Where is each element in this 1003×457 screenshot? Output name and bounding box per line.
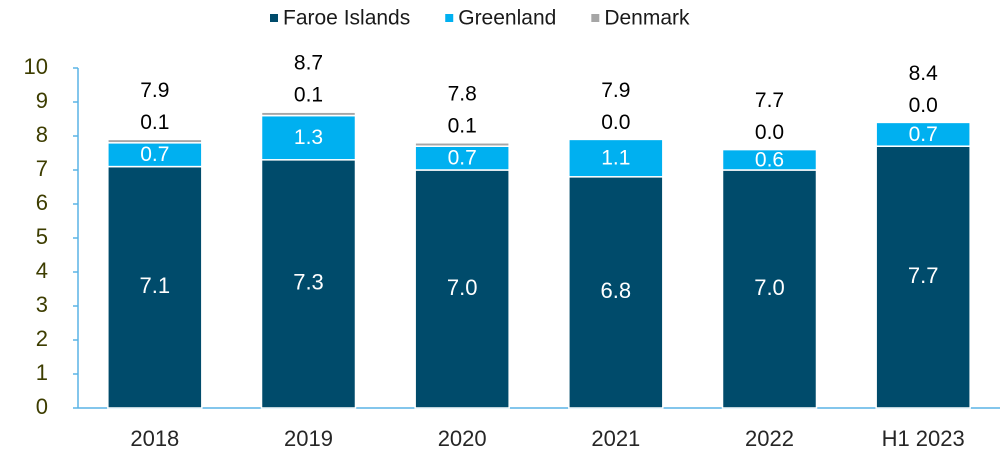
value-label: 0.1 <box>140 111 169 134</box>
value-label: 0.7 <box>140 143 169 166</box>
total-label: 7.8 <box>448 82 477 105</box>
x-tick-label: 2022 <box>745 426 794 451</box>
bar-segment <box>568 176 664 409</box>
y-tick-label: 4 <box>36 258 48 283</box>
value-label: 0.0 <box>909 94 938 117</box>
value-label: 1.3 <box>294 126 323 149</box>
bar-segment <box>260 114 357 161</box>
y-tick-label: 5 <box>36 224 48 249</box>
value-label: 0.0 <box>755 121 784 144</box>
value-label: 7.3 <box>293 270 324 295</box>
value-label: 0.7 <box>909 123 938 146</box>
legend-swatch <box>270 14 278 22</box>
x-tick-label: 2019 <box>284 426 333 451</box>
value-label: 0.0 <box>601 111 630 134</box>
bar-segment <box>260 111 357 117</box>
value-label: 7.0 <box>754 275 785 300</box>
y-tick-label: 9 <box>36 88 48 113</box>
y-tick-label: 10 <box>24 54 48 79</box>
bar-segment <box>414 169 510 409</box>
value-label: 0.6 <box>755 148 784 171</box>
value-label: 7.0 <box>447 275 478 300</box>
total-label: 8.7 <box>294 52 323 75</box>
legend-swatch <box>591 14 600 22</box>
value-label: 6.8 <box>601 278 632 303</box>
value-label: 0.1 <box>294 84 323 107</box>
bar-segment <box>107 138 203 144</box>
y-tick-label: 3 <box>36 292 48 317</box>
total-label: 7.9 <box>140 79 169 102</box>
legend-swatch <box>445 14 454 22</box>
y-tick-label: 6 <box>36 190 48 215</box>
total-label: 7.7 <box>755 89 784 112</box>
value-label: 7.1 <box>140 273 171 298</box>
value-label: 7.7 <box>908 263 939 288</box>
legend-label: Greenland <box>458 7 556 30</box>
legend-label: Faroe Islands <box>283 7 410 30</box>
value-label: 0.7 <box>448 147 477 170</box>
x-tick-label: H1 2023 <box>882 426 965 451</box>
y-tick-label: 1 <box>36 360 48 385</box>
value-label: 1.1 <box>601 147 630 170</box>
value-label: 0.1 <box>448 114 477 137</box>
bar-segment <box>260 159 357 409</box>
x-tick-label: 2021 <box>591 426 640 451</box>
total-label: 7.9 <box>601 79 630 102</box>
legend-label: Denmark <box>604 7 690 30</box>
bar-segment <box>721 148 818 171</box>
bar-segment <box>875 121 971 147</box>
y-tick-label: 2 <box>36 326 48 351</box>
x-tick-label: 2020 <box>438 426 487 451</box>
y-tick-label: 0 <box>36 394 48 419</box>
bar-segment <box>568 138 664 178</box>
bar-segment <box>721 169 818 409</box>
x-tick-label: 2018 <box>130 426 179 451</box>
total-label: 8.4 <box>909 62 939 85</box>
bar-segment <box>107 165 203 409</box>
y-tick-label: 7 <box>36 156 48 181</box>
y-tick-label: 8 <box>36 122 48 147</box>
bar-segment <box>414 142 510 147</box>
